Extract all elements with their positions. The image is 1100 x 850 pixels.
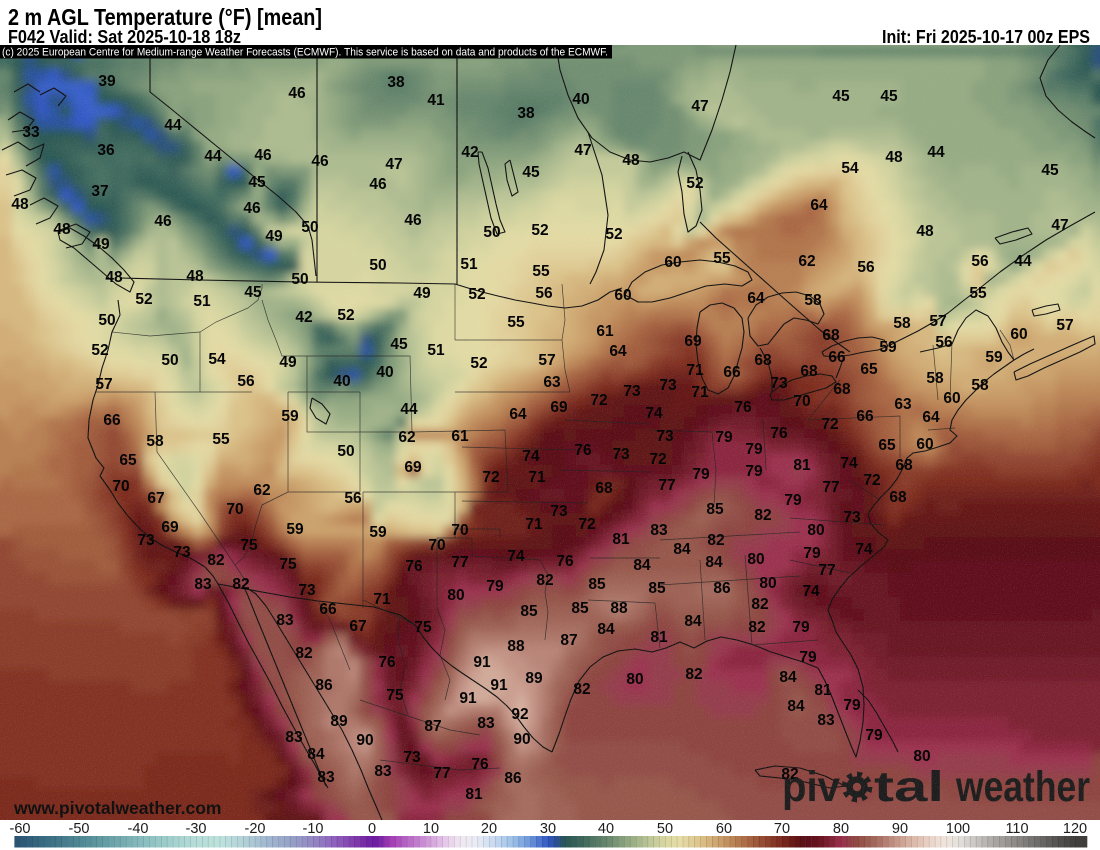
svg-text:Init: Fri 2025-10-17 00z EPS: Init: Fri 2025-10-17 00z EPS bbox=[882, 27, 1090, 47]
svg-text:2 m AGL Temperature (°F) [mean: 2 m AGL Temperature (°F) [mean] bbox=[8, 4, 322, 30]
svg-text:0: 0 bbox=[368, 821, 376, 837]
svg-text:50: 50 bbox=[657, 821, 673, 837]
svg-text:100: 100 bbox=[946, 821, 970, 837]
svg-text:-10: -10 bbox=[303, 821, 324, 837]
svg-text:(c) 2025 European Centre for M: (c) 2025 European Centre for Medium-rang… bbox=[2, 47, 608, 59]
svg-text:-60: -60 bbox=[10, 821, 31, 837]
svg-text:120: 120 bbox=[1063, 821, 1087, 837]
svg-text:70: 70 bbox=[774, 821, 790, 837]
svg-text:20: 20 bbox=[481, 821, 497, 837]
svg-text:40: 40 bbox=[598, 821, 614, 837]
svg-text:80: 80 bbox=[833, 821, 849, 837]
svg-text:30: 30 bbox=[540, 821, 556, 837]
svg-text:-20: -20 bbox=[245, 821, 266, 837]
svg-text:110: 110 bbox=[1005, 821, 1028, 837]
svg-text:F042 Valid: Sat 2025-10-18 18z: F042 Valid: Sat 2025-10-18 18z bbox=[8, 27, 241, 47]
svg-text:10: 10 bbox=[423, 821, 439, 837]
svg-text:-40: -40 bbox=[128, 821, 149, 837]
svg-text:-30: -30 bbox=[186, 821, 207, 837]
svg-text:60: 60 bbox=[716, 821, 732, 837]
svg-text:90: 90 bbox=[892, 821, 908, 837]
svg-text:-50: -50 bbox=[69, 821, 90, 837]
